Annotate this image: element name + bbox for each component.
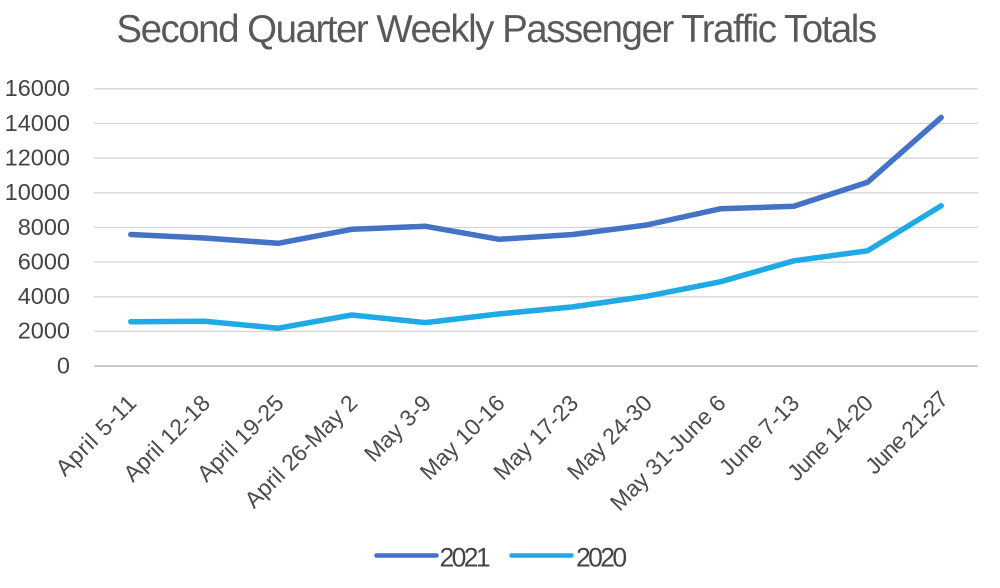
svg-text:10000: 10000 (5, 179, 70, 205)
svg-text:2021: 2021 (440, 543, 490, 573)
svg-text:2000: 2000 (18, 318, 70, 344)
svg-text:2020: 2020 (576, 543, 626, 573)
svg-text:8000: 8000 (18, 214, 70, 240)
svg-text:14000: 14000 (5, 110, 70, 136)
svg-text:12000: 12000 (5, 145, 70, 171)
svg-text:6000: 6000 (18, 248, 70, 274)
svg-text:Second Quarter Weekly Passenge: Second Quarter Weekly Passenger Traffic … (116, 8, 875, 51)
svg-text:4000: 4000 (18, 283, 70, 309)
svg-text:0: 0 (57, 352, 70, 378)
svg-text:16000: 16000 (5, 75, 70, 101)
